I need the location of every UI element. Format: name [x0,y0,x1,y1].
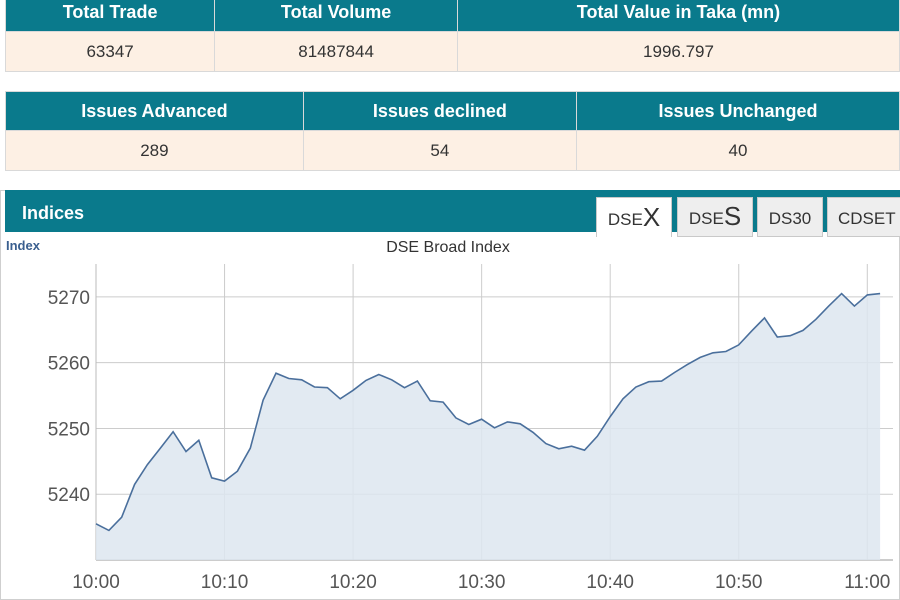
x-tick-label: 10:30 [458,572,506,593]
chart-series [95,292,881,560]
total-trade-header: Total Trade [4,0,216,32]
issues-advanced-header: Issues Advanced [5,91,304,131]
indices-title: Indices [22,203,85,223]
series-area [96,293,881,560]
tab-dses-suffix: S [723,201,742,231]
series-line [95,292,881,532]
y-tick-label: 5250 [48,419,90,440]
x-tick-label: 10:40 [586,572,634,593]
x-tick-label: 10:00 [72,572,120,593]
tab-cdset-label: CDSET [838,209,896,228]
total-trade-value: 63347 [4,31,216,72]
y-tick-label: 5260 [48,354,90,375]
issues-unchanged-value: 40 [575,130,900,171]
y-tick-label: 5240 [48,485,90,506]
tab-dsex-prefix: DSE [607,210,643,229]
tab-dsex[interactable]: DSE X [596,197,672,237]
total-volume-header: Total Volume [214,0,458,32]
issues-unchanged-header: Issues Unchanged [575,91,900,131]
x-tick-label: 10:10 [201,572,249,593]
tab-cdset[interactable]: CDSET [827,197,900,237]
y-axis-label: Index [6,238,41,253]
trade-summary-table: Total Trade Total Volume Total Value in … [4,0,900,72]
y-tick-label: 5270 [48,288,90,309]
dse-broad-index-chart: Index DSE Broad Index 5240 5250 5260 5270 1… [6,238,893,593]
total-value-value: 1996.797 [456,31,900,72]
tab-dses[interactable]: DSE S [677,197,753,237]
issues-declined-value: 54 [302,130,577,171]
x-axis-ticks: 10:00 10:10 10:20 10:30 10:40 10:50 11:00 [72,572,890,593]
tab-dsex-suffix: X [642,202,661,232]
issues-summary-table: Issues Advanced Issues declined Issues U… [5,91,900,171]
x-tick-label: 10:20 [329,572,377,593]
tab-ds30-label: DS30 [768,209,812,228]
issues-advanced-value: 289 [5,130,304,171]
chart-title: DSE Broad Index [386,239,510,256]
tab-dses-prefix: DSE [688,209,724,228]
issues-declined-header: Issues declined [302,91,577,131]
y-axis-ticks: 5240 5250 5260 5270 [48,288,90,506]
x-tick-label: 11:00 [844,572,890,593]
tab-ds30[interactable]: DS30 [757,197,823,237]
total-value-header: Total Value in Taka (mn) [456,0,900,32]
x-tick-label: 10:50 [715,572,763,593]
total-volume-value: 81487844 [214,31,458,72]
